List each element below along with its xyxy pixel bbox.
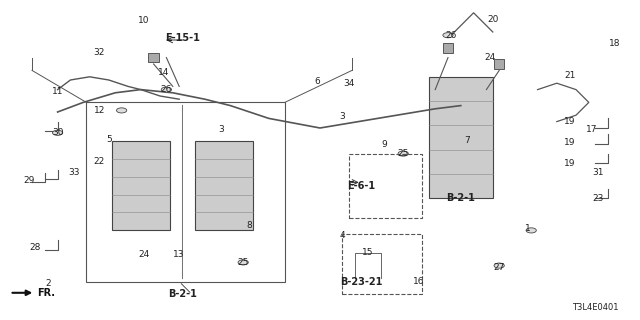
Text: 28: 28 — [29, 244, 41, 252]
Text: 9: 9 — [381, 140, 387, 148]
Text: 21: 21 — [564, 71, 575, 80]
Text: 31: 31 — [593, 168, 604, 177]
Text: 1: 1 — [525, 224, 531, 233]
Text: 5: 5 — [106, 135, 111, 144]
Text: 24: 24 — [484, 53, 495, 62]
Circle shape — [238, 260, 248, 265]
Text: 20: 20 — [487, 15, 499, 24]
Text: E-15-1: E-15-1 — [165, 33, 200, 44]
Text: 17: 17 — [586, 125, 598, 134]
Text: 4: 4 — [340, 231, 345, 240]
Text: 26: 26 — [445, 31, 457, 40]
Circle shape — [52, 130, 63, 135]
Text: 33: 33 — [68, 168, 79, 177]
Text: 11: 11 — [52, 87, 63, 96]
Bar — [349, 154, 422, 218]
Text: 25: 25 — [237, 258, 249, 267]
Text: E-6-1: E-6-1 — [348, 180, 376, 191]
Bar — [342, 234, 422, 294]
Bar — [429, 77, 493, 198]
Text: 23: 23 — [593, 194, 604, 203]
Bar — [86, 102, 285, 282]
Text: 24: 24 — [138, 250, 150, 259]
Text: B-23-21: B-23-21 — [340, 276, 383, 287]
Text: 29: 29 — [23, 176, 35, 185]
Bar — [112, 141, 170, 230]
Text: 19: 19 — [564, 138, 575, 147]
Circle shape — [494, 263, 504, 268]
Text: 13: 13 — [173, 250, 185, 259]
Text: 34: 34 — [343, 79, 355, 88]
Text: 15: 15 — [362, 248, 374, 257]
Text: 12: 12 — [93, 106, 105, 115]
Text: 30: 30 — [52, 128, 63, 137]
Text: B-2-1: B-2-1 — [446, 193, 476, 204]
Bar — [443, 43, 453, 53]
Text: 18: 18 — [609, 39, 620, 48]
Bar — [195, 141, 253, 230]
Text: 26: 26 — [161, 85, 172, 94]
Text: 19: 19 — [564, 159, 575, 168]
Text: 25: 25 — [397, 149, 409, 158]
Text: 6: 6 — [314, 77, 319, 86]
Circle shape — [526, 228, 536, 233]
Text: T3L4E0401: T3L4E0401 — [572, 303, 618, 312]
Text: B-2-1: B-2-1 — [168, 289, 197, 300]
Circle shape — [161, 87, 172, 92]
Text: 8: 8 — [247, 221, 252, 230]
Text: 3: 3 — [340, 112, 345, 121]
Text: 10: 10 — [138, 16, 150, 25]
Text: 7: 7 — [465, 136, 470, 145]
Text: 32: 32 — [93, 48, 105, 57]
Circle shape — [443, 33, 453, 38]
Bar — [494, 59, 504, 69]
Circle shape — [116, 108, 127, 113]
Bar — [148, 53, 159, 62]
Text: 3: 3 — [218, 125, 223, 134]
Text: FR.: FR. — [37, 288, 55, 298]
Text: 27: 27 — [493, 263, 505, 272]
Text: 19: 19 — [564, 117, 575, 126]
Text: 14: 14 — [157, 68, 169, 76]
Text: 16: 16 — [413, 277, 425, 286]
Circle shape — [398, 151, 408, 156]
Text: 22: 22 — [93, 157, 105, 166]
Text: 2: 2 — [45, 279, 51, 288]
